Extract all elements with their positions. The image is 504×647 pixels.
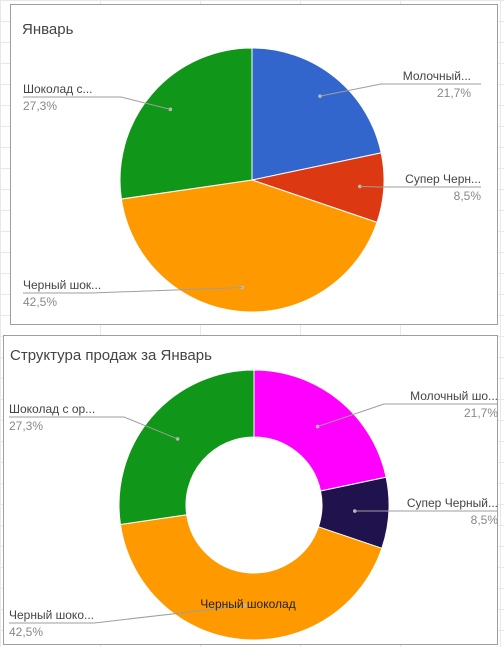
chart-title: Январь: [22, 21, 74, 38]
pie-slice[interactable]: [120, 179, 378, 313]
slice-label: Шоколад с...: [23, 82, 92, 96]
slice-percent-label: 8,5%: [454, 189, 482, 203]
slice-label: Молочный шо...: [410, 389, 498, 403]
slice-label: Черный шок...: [23, 278, 101, 292]
slice-percent-label: 42,5%: [23, 295, 57, 309]
pie-slice[interactable]: [251, 47, 382, 181]
donut-chart-sales-structure: Молочный шо... 21,7% Супер Черный... 8,5% Че…: [9, 369, 499, 641]
chart-card-january: Январь Молочный... 21,7% Супер Черн... 8,5%…: [10, 4, 498, 325]
leader-line: [23, 287, 243, 294]
leader-line: [9, 605, 245, 624]
slice-label: Супер Черный...: [407, 496, 498, 510]
pie-slice[interactable]: [119, 47, 253, 200]
slice-inner-label: Черный шоколад: [200, 597, 295, 611]
leader-line: [9, 416, 178, 440]
leader-dot: [353, 509, 357, 513]
slice-percent-label: 8,5%: [471, 513, 499, 527]
slice-label: Молочный...: [403, 69, 471, 83]
chart-title: Структура продаж за Январь: [10, 347, 212, 364]
slice-percent-label: 27,3%: [23, 99, 57, 113]
slice-label: Черный шоко...: [9, 608, 94, 622]
leader-line: [317, 403, 498, 428]
slice-label: Шоколад с ор...: [9, 402, 95, 416]
slice-label: Супер Черн...: [405, 172, 481, 186]
pie-slice[interactable]: [118, 369, 255, 526]
slice-percent-label: 21,7%: [437, 86, 471, 100]
slice-percent-label: 42,5%: [9, 625, 43, 639]
leader-line: [319, 83, 481, 97]
pie-slice[interactable]: [253, 369, 387, 492]
leader-line: [23, 96, 171, 110]
chart-card-sales-structure: Структура продаж за Январь Молочный шо..…: [3, 335, 498, 645]
leader-line: [359, 185, 481, 188]
slice-percent-label: 27,3%: [9, 419, 43, 433]
pie-slice[interactable]: [119, 514, 383, 641]
pie-chart-january: Молочный... 21,7% Супер Черн... 8,5% Черный …: [23, 47, 482, 313]
slice-percent-label: 21,7%: [464, 406, 498, 420]
